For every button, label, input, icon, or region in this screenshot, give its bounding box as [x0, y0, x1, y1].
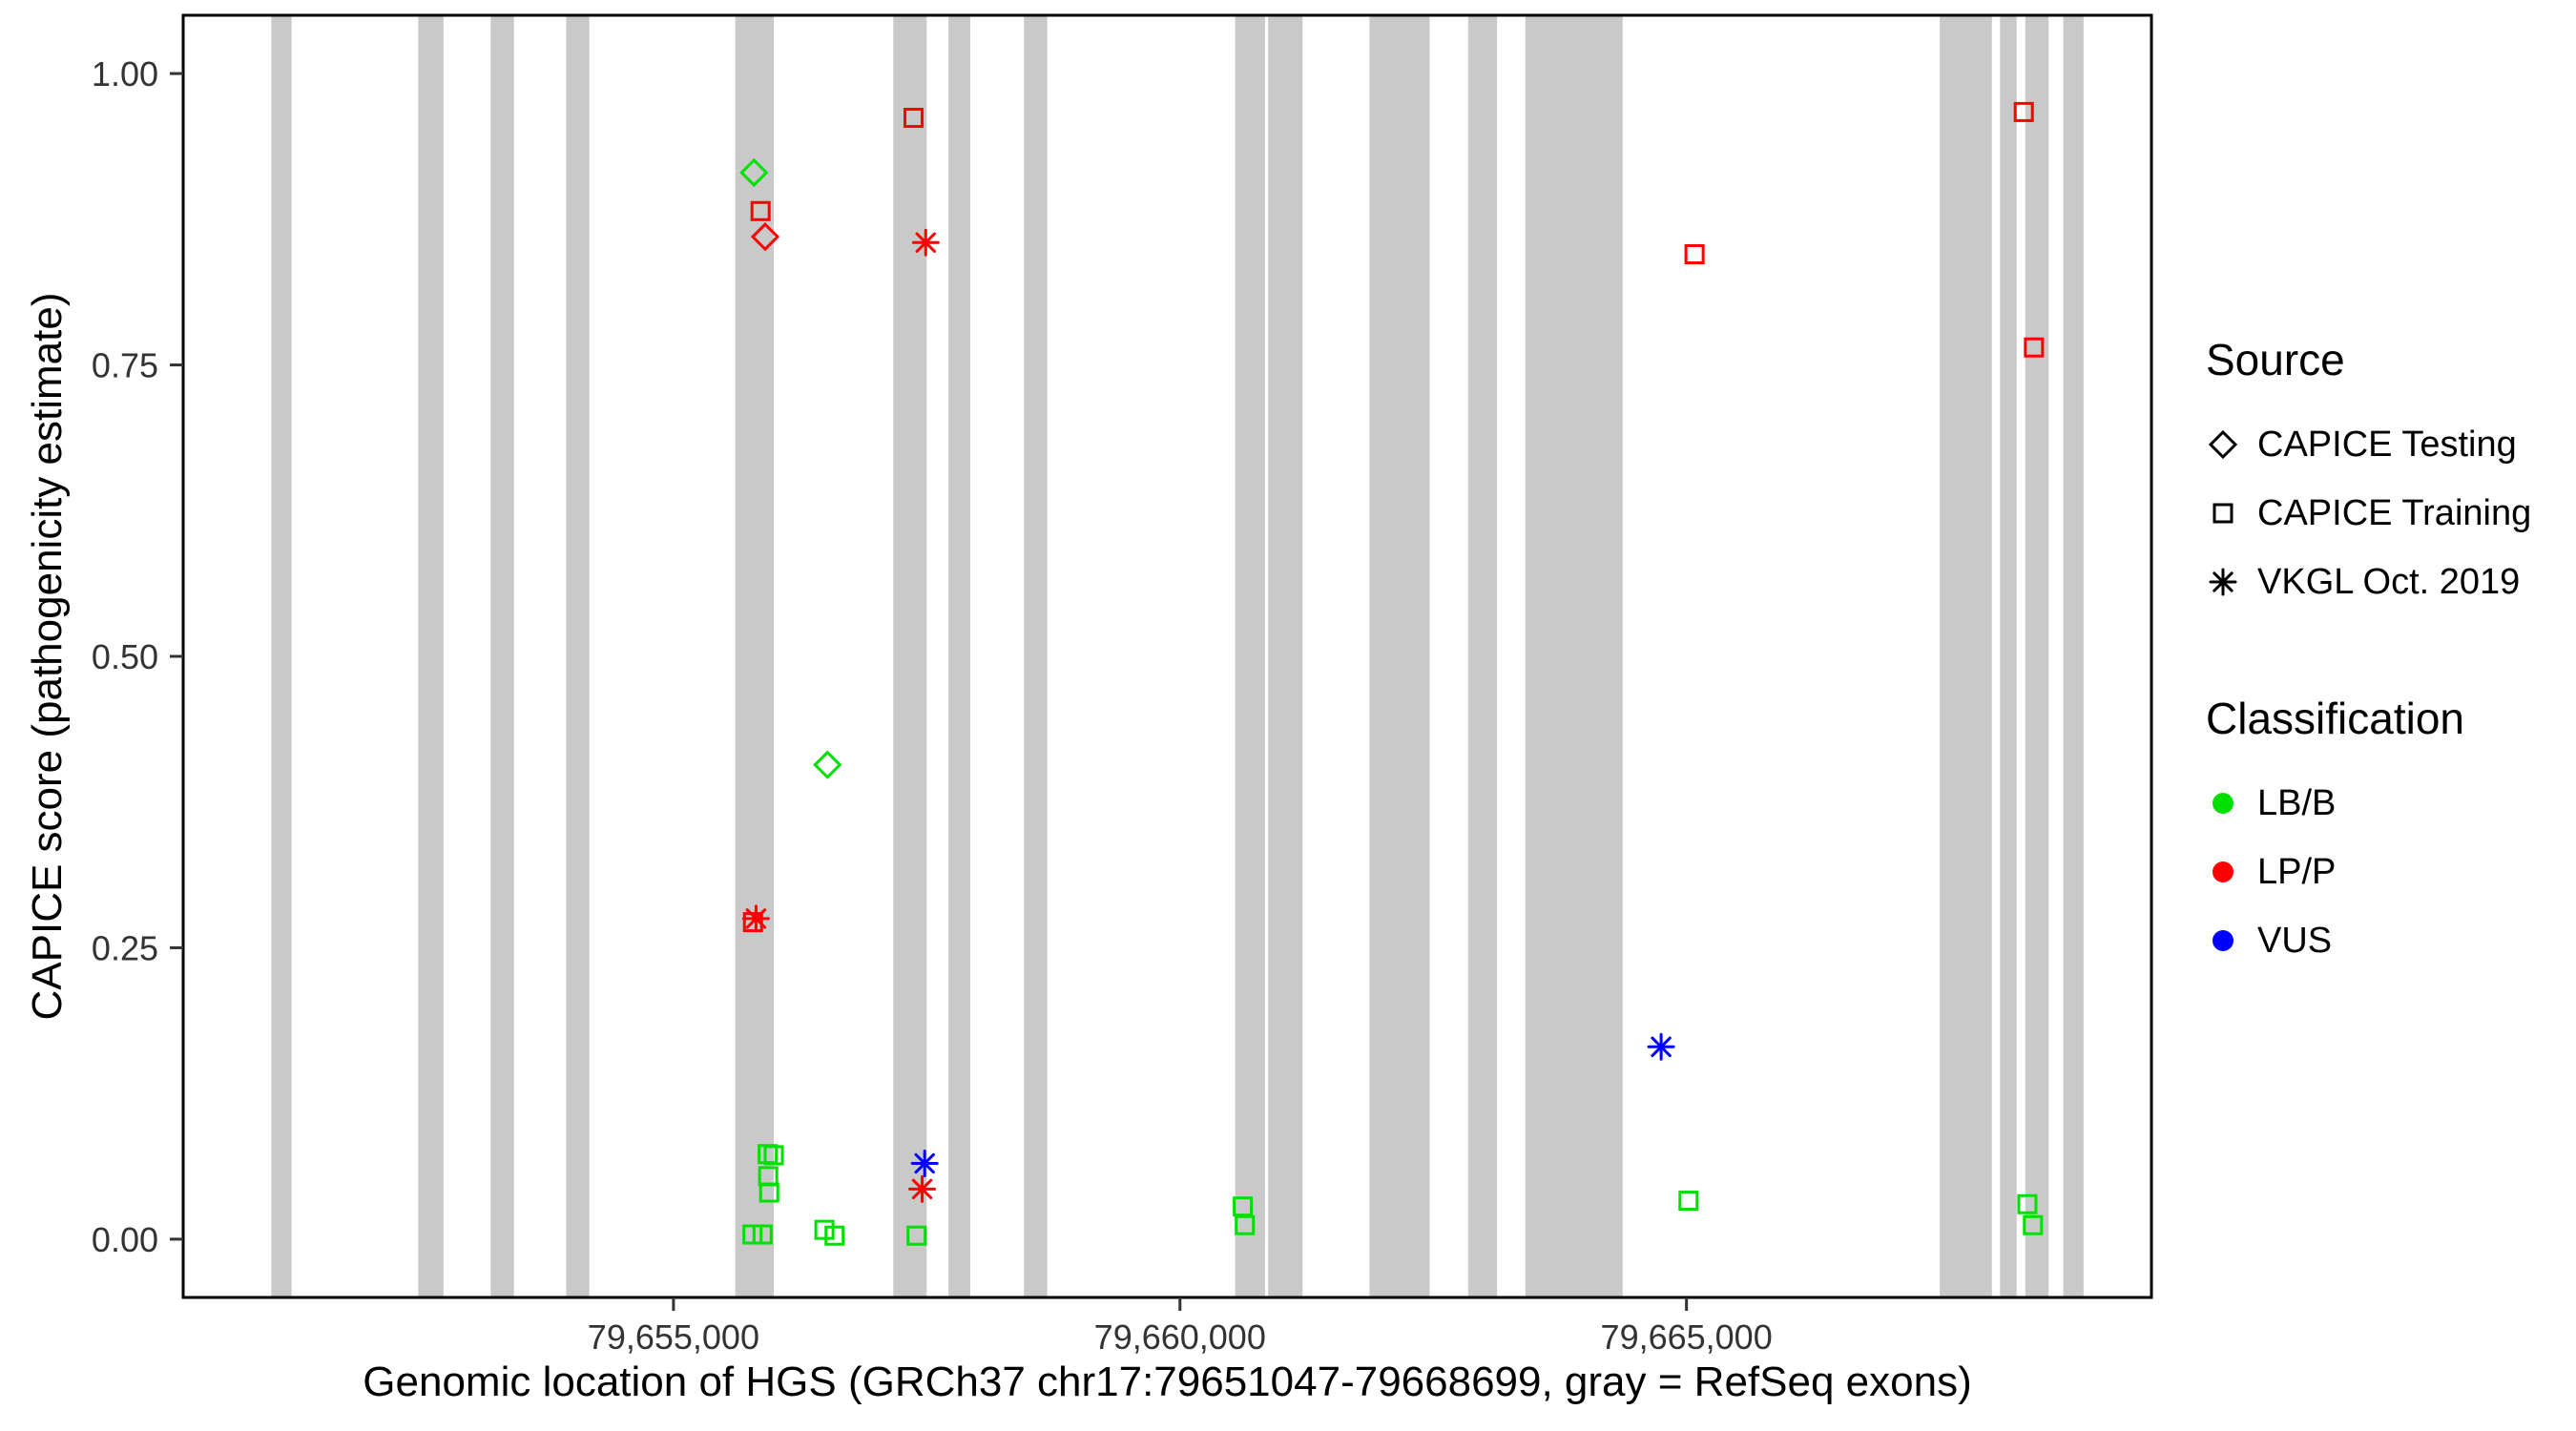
green-dot-icon	[2206, 786, 2240, 820]
exon-band	[1235, 15, 1265, 1297]
y-axis-tick-label: 0.25	[92, 928, 158, 967]
data-point	[824, 1225, 845, 1246]
legend-item-label: CAPICE Testing	[2257, 424, 2517, 465]
data-point	[1684, 243, 1705, 264]
data-point	[750, 200, 771, 221]
exon-band	[1467, 15, 1498, 1297]
legend-item-label: LP/P	[2257, 851, 2337, 892]
legend-item-label: CAPICE Training	[2257, 492, 2532, 533]
data-point	[911, 228, 940, 257]
legend-classification-group: Classification LB/B LP/P VUS	[2206, 693, 2531, 975]
legend-item-label: LB/B	[2257, 782, 2337, 823]
data-point	[742, 912, 763, 933]
diamond-open-icon	[2206, 427, 2240, 462]
legend: Source CAPICE Testing CAPICE Training	[2206, 334, 2531, 975]
x-axis-tick-label: 79,665,000	[1601, 1317, 1773, 1357]
asterisk-icon	[2206, 565, 2240, 599]
exon-band	[1369, 15, 1430, 1297]
legend-source-title: Source	[2206, 335, 2345, 384]
data-point	[906, 1225, 927, 1246]
legend-item-lpp: LP/P	[2206, 838, 2531, 906]
legend-item-capice-testing: CAPICE Testing	[2206, 410, 2531, 479]
data-point	[1647, 1032, 1675, 1061]
y-axis-title: CAPICE score (pathogenicity estimate)	[24, 292, 71, 1021]
exon-band	[1525, 15, 1623, 1297]
x-axis-tick-label: 79,655,000	[588, 1317, 759, 1357]
exon-band	[893, 15, 927, 1297]
data-point	[2023, 1214, 2044, 1235]
legend-item-label: VKGL Oct. 2019	[2257, 561, 2521, 602]
legend-item-lbb: LB/B	[2206, 769, 2531, 838]
blue-dot-icon	[2206, 923, 2240, 958]
data-point	[2017, 1193, 2038, 1214]
square-open-icon	[2206, 496, 2240, 530]
panel-border	[181, 13, 2153, 1299]
exon-band	[1268, 15, 1303, 1297]
data-point	[741, 904, 770, 933]
data-point	[904, 108, 924, 129]
exon-band	[2000, 15, 2017, 1297]
x-axis-tick-label: 79,660,000	[1094, 1317, 1266, 1357]
exon-band	[1024, 15, 1048, 1297]
exon-band	[566, 15, 590, 1297]
data-point	[910, 1149, 939, 1177]
data-point	[908, 1174, 937, 1203]
x-axis-title: Genomic location of HGS (GRCh37 chr17:79…	[363, 1358, 1972, 1405]
exon-band	[490, 15, 514, 1297]
legend-item-vus: VUS	[2206, 906, 2531, 975]
exon-band	[418, 15, 444, 1297]
data-point	[763, 1145, 784, 1166]
legend-classification-title: Classification	[2206, 694, 2464, 743]
legend-item-capice-training: CAPICE Training	[2206, 479, 2531, 548]
data-point	[814, 1219, 835, 1240]
data-point	[813, 750, 842, 779]
data-point	[2013, 101, 2034, 122]
data-point	[2024, 337, 2045, 358]
exon-band	[735, 15, 775, 1297]
data-point	[750, 222, 780, 252]
exon-band	[271, 15, 292, 1297]
exon-band	[948, 15, 970, 1297]
data-point	[1678, 1191, 1699, 1212]
y-axis-tick-label: 0.50	[92, 637, 158, 676]
exon-band	[1940, 15, 1992, 1297]
red-dot-icon	[2206, 855, 2240, 889]
legend-item-vkgl: VKGL Oct. 2019	[2206, 548, 2531, 616]
y-axis-tick-label: 1.00	[92, 54, 158, 93]
y-axis-tick-label: 0.75	[92, 346, 158, 385]
legend-item-label: VUS	[2257, 920, 2333, 961]
data-point	[758, 1182, 779, 1203]
exon-band	[2063, 15, 2084, 1297]
data-point	[1235, 1214, 1256, 1235]
exon-band	[2025, 15, 2049, 1297]
y-axis-tick-label: 0.00	[92, 1220, 158, 1259]
data-point	[742, 1224, 763, 1245]
data-point	[752, 1224, 773, 1245]
data-point	[739, 157, 769, 188]
data-point	[1233, 1196, 1254, 1217]
legend-source-group: Source CAPICE Testing CAPICE Training	[2206, 334, 2531, 616]
